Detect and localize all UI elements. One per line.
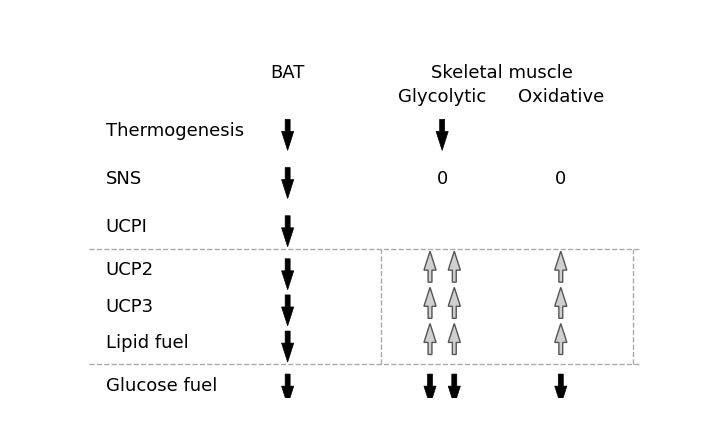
FancyArrow shape <box>281 119 294 150</box>
FancyArrow shape <box>424 251 436 282</box>
Text: 0: 0 <box>436 170 448 188</box>
FancyArrow shape <box>281 374 294 405</box>
Text: Skeletal muscle: Skeletal muscle <box>431 63 572 81</box>
FancyArrow shape <box>555 251 567 282</box>
FancyArrow shape <box>555 324 567 354</box>
Text: Glycolytic: Glycolytic <box>398 88 486 105</box>
Text: Oxidative: Oxidative <box>518 88 604 105</box>
FancyArrow shape <box>449 251 461 282</box>
FancyArrow shape <box>281 331 294 362</box>
FancyArrow shape <box>436 119 449 150</box>
Text: SNS: SNS <box>105 170 142 188</box>
Text: Thermogenesis: Thermogenesis <box>105 122 244 140</box>
FancyArrow shape <box>555 287 567 318</box>
Text: BAT: BAT <box>271 63 305 81</box>
FancyArrow shape <box>424 374 436 405</box>
FancyArrow shape <box>424 287 436 318</box>
FancyArrow shape <box>424 324 436 354</box>
FancyArrow shape <box>449 287 461 318</box>
FancyArrow shape <box>449 324 461 354</box>
FancyArrow shape <box>281 259 294 290</box>
Text: Lipid fuel: Lipid fuel <box>105 334 188 352</box>
FancyArrow shape <box>281 295 294 326</box>
FancyArrow shape <box>555 374 567 405</box>
FancyArrow shape <box>281 168 294 198</box>
FancyArrow shape <box>281 216 294 247</box>
Text: 0: 0 <box>555 170 567 188</box>
Text: UCP3: UCP3 <box>105 298 154 316</box>
Text: UCP2: UCP2 <box>105 261 154 279</box>
Text: UCPI: UCPI <box>105 219 147 236</box>
Text: Glucose fuel: Glucose fuel <box>105 377 217 395</box>
FancyArrow shape <box>449 374 461 405</box>
